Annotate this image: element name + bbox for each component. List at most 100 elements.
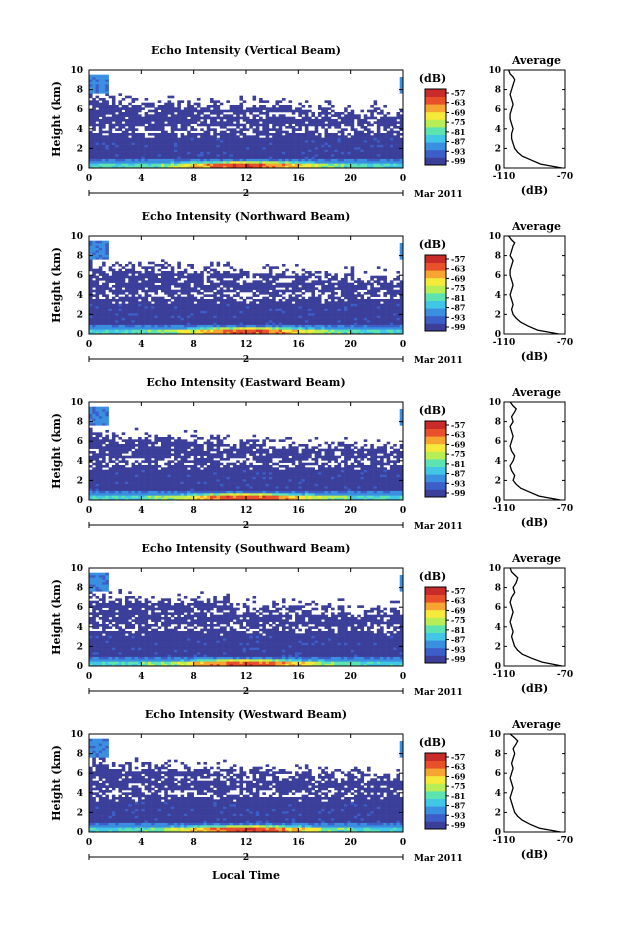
heatmap-cell	[171, 128, 175, 131]
heatmap-cell	[213, 315, 217, 318]
heatmap-cell	[154, 110, 158, 113]
heatmap-cell	[253, 329, 257, 332]
heatmap-cell	[289, 117, 293, 120]
heatmap-cell	[298, 325, 302, 328]
heatmap-cell	[275, 301, 279, 304]
heatmap-cell	[184, 297, 188, 300]
heatmap-cell	[370, 131, 374, 134]
heatmap-cell	[282, 304, 286, 307]
heatmap-cell	[187, 273, 191, 276]
heatmap-cell	[92, 241, 96, 244]
heatmap-cell	[292, 110, 296, 113]
heatmap-cell	[118, 276, 122, 279]
heatmap-cell	[226, 159, 230, 162]
heatmap-cell	[220, 159, 224, 162]
heatmap-cell	[285, 318, 289, 321]
heatmap-cell	[171, 105, 175, 108]
heatmap-cell	[275, 124, 279, 127]
heatmap-cell	[99, 163, 103, 166]
heatmap-cell	[331, 105, 335, 108]
heatmap-cell	[223, 154, 227, 157]
heatmap-cell	[105, 252, 109, 255]
heatmap-cell	[174, 301, 178, 304]
heatmap-cell	[115, 285, 119, 288]
heatmap-cell	[161, 290, 165, 293]
heatmap-cell	[161, 276, 165, 279]
heatmap-cell	[194, 121, 198, 124]
heatmap-cell	[171, 322, 175, 325]
heatmap-cell	[132, 322, 136, 325]
heatmap-cell	[246, 329, 250, 332]
colorbar-segment	[425, 127, 446, 135]
heatmap-cell	[99, 126, 103, 129]
heatmap-cell	[118, 133, 122, 136]
heatmap-cell	[256, 152, 260, 155]
heatmap-cell	[259, 133, 263, 136]
heatmap-cell	[187, 161, 191, 164]
heatmap-cell	[383, 140, 387, 143]
heatmap-cell	[109, 163, 113, 166]
heatmap-cell	[197, 311, 201, 314]
heatmap-cell	[292, 287, 296, 290]
heatmap-cell	[89, 163, 93, 166]
heatmap-cell	[89, 103, 93, 106]
heatmap-cell	[102, 287, 106, 290]
heatmap-cell	[96, 89, 100, 92]
heatmap-cell	[302, 329, 306, 332]
heatmap-cell	[151, 156, 155, 159]
heatmap-cell	[161, 126, 165, 129]
heatmap-cell	[99, 308, 103, 311]
heatmap-cell	[89, 117, 93, 120]
heatmap-cell	[256, 304, 260, 307]
heatmap-cell	[338, 156, 342, 159]
heatmap-cell	[102, 301, 106, 304]
colorbar-segment	[425, 112, 446, 120]
heatmap-cell	[357, 149, 361, 152]
heatmap-cell	[115, 311, 119, 314]
heatmap-cell	[181, 304, 185, 307]
heatmap-cell	[220, 133, 224, 136]
heatmap-cell	[367, 117, 371, 120]
heatmap-cell	[380, 161, 384, 164]
heatmap-cell	[275, 152, 279, 155]
heatmap-cell	[272, 133, 276, 136]
heatmap-cell	[194, 135, 198, 138]
heatmap-cell	[89, 276, 93, 279]
heatmap-cell	[200, 322, 204, 325]
heatmap-cell	[315, 159, 319, 162]
heatmap-cell	[220, 126, 224, 129]
heatmap-cell	[275, 290, 279, 293]
heatmap-cell	[367, 121, 371, 124]
heatmap-cell	[285, 107, 289, 110]
colorbar-tick-label: -81	[451, 127, 465, 137]
heatmap-cell	[370, 156, 374, 159]
heatmap-cell	[259, 154, 263, 157]
heatmap-cell	[393, 140, 397, 143]
heatmap-cell	[334, 140, 338, 143]
heatmap-cell	[220, 163, 224, 166]
heatmap-cell	[105, 79, 109, 82]
heatmap-cell	[357, 145, 361, 148]
heatmap-cell	[177, 152, 181, 155]
heatmap-cell	[364, 119, 368, 122]
heatmap-cell	[236, 124, 240, 127]
heatmap-cell	[243, 145, 247, 148]
heatmap-cell	[282, 105, 286, 108]
heatmap-cell	[230, 311, 234, 314]
heatmap-cell	[295, 264, 299, 267]
heatmap-cell	[262, 156, 266, 159]
heatmap-cell	[236, 163, 240, 166]
heatmap-cell	[118, 313, 122, 316]
heatmap-cell	[187, 145, 191, 148]
heatmap-cell	[253, 161, 257, 164]
heatmap-cell	[302, 311, 306, 314]
heatmap-cell	[347, 156, 351, 159]
heatmap-cell	[338, 161, 342, 164]
heatmap-cell	[239, 138, 243, 141]
heatmap-cell	[190, 154, 194, 157]
heatmap-cell	[347, 159, 351, 162]
heatmap-cell	[112, 269, 116, 272]
heatmap-cell	[302, 117, 306, 120]
heatmap-cell	[102, 271, 106, 274]
heatmap-cell	[396, 163, 400, 166]
